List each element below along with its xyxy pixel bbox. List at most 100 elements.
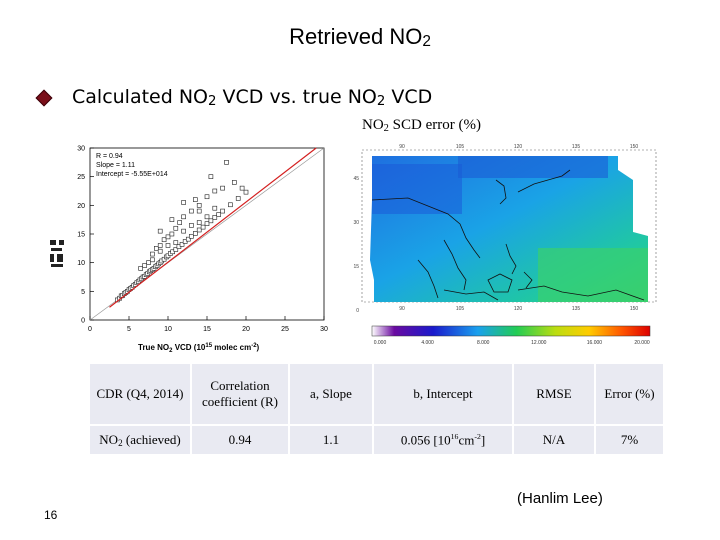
map-field-darker: [372, 164, 462, 214]
fit-line: [109, 147, 317, 308]
coastline-korea-japan: [495, 169, 571, 205]
x-tick-label: 0: [88, 326, 92, 333]
x-tick-label: 30: [320, 326, 328, 333]
row-label: NO2 (achieved): [88, 424, 192, 456]
header-error: Error (%): [594, 362, 665, 426]
y-axis-label: [50, 240, 64, 267]
y-tick-label: 5: [81, 289, 85, 296]
slide-title: Retrieved NO2: [289, 24, 431, 50]
cell-intercept: 0.056 [1016cm-2]: [372, 424, 514, 456]
scatter-point: [165, 243, 171, 248]
colorbar-label: 12.000: [531, 340, 547, 346]
header-correlation: Correlation coefficient (R): [190, 362, 290, 426]
map-top-tick: 105: [456, 144, 465, 150]
x-tick-label: 25: [281, 326, 289, 333]
scatter-point: [235, 196, 241, 201]
scatter-point: [165, 234, 171, 240]
map-top-tick: 90: [399, 144, 405, 150]
table-header-row: CDR (Q4, 2014) Correlation coefficient (…: [88, 362, 665, 426]
stat-intercept: Intercept = -5.55E+014: [96, 171, 168, 178]
map-bottom-tick: 120: [514, 306, 523, 312]
scatter-point: [239, 185, 245, 191]
scatter-point: [169, 231, 175, 237]
coastline-china: [371, 197, 481, 259]
scatter-point: [216, 212, 221, 217]
header-intercept: b, Intercept: [372, 362, 514, 426]
scatter-point: [189, 223, 194, 228]
scatter-point: [173, 240, 179, 245]
scatter-point: [173, 247, 179, 252]
cell-rmse: N/A: [512, 424, 596, 456]
scatter-point: [220, 208, 225, 214]
scatter-point: [177, 220, 182, 225]
bullet-text: Calculated NO2 VCD vs. true NO2 VCD: [72, 86, 433, 109]
scatter-point: [204, 194, 210, 200]
y-tick-label: 15: [77, 232, 85, 239]
bullet-line: Calculated NO2 VCD vs. true NO2 VCD: [35, 86, 433, 109]
map-field-top: [458, 156, 608, 178]
scatter-point: [157, 248, 163, 254]
coastline-indonesia: [443, 285, 645, 301]
colorbar-label: 20.000: [634, 340, 650, 346]
x-tick-label: 20: [242, 326, 250, 333]
header-rmse: RMSE: [512, 362, 596, 426]
scatter-point: [212, 205, 218, 211]
scatter-point: [196, 227, 202, 233]
y-tick-label: 10: [77, 260, 85, 267]
colorbar-label: 8.000: [477, 340, 490, 346]
page-number: 16: [44, 508, 58, 522]
scatter-point: [193, 197, 198, 202]
scatter-point: [193, 231, 198, 236]
scatter-point: [196, 208, 202, 214]
map-top-ticks: 90 105 120 135 150: [399, 144, 638, 150]
coastline-indochina: [417, 239, 467, 299]
scatter-point: [189, 208, 194, 214]
scatter-point: [161, 237, 167, 243]
table-row: NO2 (achieved) 0.94 1.1 0.056 [1016cm-2]…: [88, 424, 665, 456]
scatter-point: [181, 228, 186, 234]
map-bottom-tick: 135: [572, 306, 581, 312]
scatter-point: [157, 228, 163, 234]
scatter-point: [228, 202, 233, 208]
scatter-point: [146, 260, 151, 265]
map-label: NO2 SCD error (%): [362, 117, 481, 134]
map-left-tick: 30: [353, 220, 359, 226]
map-bottom-tick: 150: [630, 306, 639, 312]
colorbar-label: 4.000: [421, 340, 434, 346]
scatter-point: [142, 263, 147, 268]
y-tick-label: 20: [77, 203, 85, 210]
scatter-point: [154, 246, 159, 251]
cell-slope: 1.1: [288, 424, 374, 456]
map-field-green: [538, 248, 648, 302]
x-tick-label: 10: [164, 326, 172, 333]
colorbar-label: 16.000: [587, 340, 603, 346]
map-left-ticks: 45 30 15 0: [353, 176, 359, 314]
scatter-point: [200, 224, 206, 230]
scatter-points: [115, 160, 249, 303]
no2-error-map: 90 105 120 135 150 90 105 120 135 150 45 30 15 0 0.…: [348, 140, 670, 355]
scatter-point: [138, 266, 143, 271]
scatter-point: [220, 185, 225, 191]
map-left-tick: 15: [353, 264, 359, 270]
scatter-point: [224, 160, 229, 165]
scatter-point: [196, 220, 202, 225]
colorbar-labels: 0.000 4.000 8.000 12.000 16.000 20.000: [374, 340, 650, 346]
map-left-tick: 0: [356, 308, 359, 314]
scatter-point: [157, 243, 163, 248]
results-table: CDR (Q4, 2014) Correlation coefficient (…: [88, 362, 665, 456]
scatter-plot: 0 5 10 15 20 25 30 0 5 10 15 20 25 30 R = 0.94 Slope …: [50, 146, 328, 354]
scatter-point: [181, 214, 186, 220]
map-left-tick: 45: [353, 176, 359, 182]
coastline-philippines: [505, 243, 533, 289]
colorbar-label: 0.000: [374, 340, 387, 346]
x-tick-label: 5: [127, 326, 131, 333]
scatter-point: [173, 225, 179, 231]
scatter-point: [179, 242, 185, 247]
colorbar: [371, 325, 651, 337]
x-tick-label: 15: [203, 326, 211, 333]
scatter-point: [185, 236, 191, 242]
scatter-point: [212, 215, 218, 220]
map-bottom-ticks: 90 105 120 135 150: [399, 306, 638, 312]
cell-correlation: 0.94: [190, 424, 290, 456]
